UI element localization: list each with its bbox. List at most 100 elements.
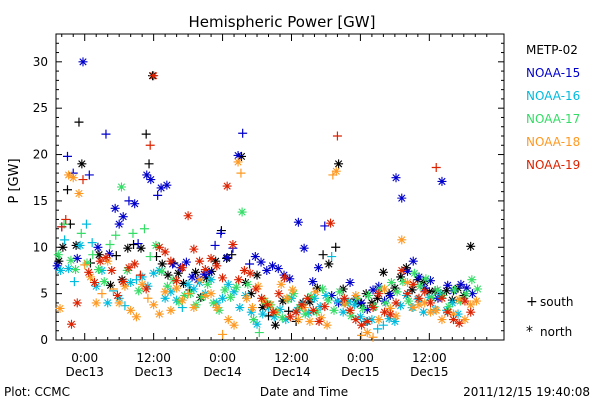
data-point-south	[111, 230, 121, 240]
data-point-north	[220, 285, 230, 295]
series-noaa-15	[52, 57, 477, 314]
data-point-south	[78, 175, 88, 185]
data-point-north	[443, 307, 453, 317]
data-point-north	[443, 280, 453, 290]
data-point-north	[77, 159, 87, 169]
data-point-south	[61, 214, 71, 224]
data-point-north	[189, 303, 199, 313]
legend-entry-noaa-17: NOAA-17	[526, 112, 580, 126]
data-point-north	[114, 293, 124, 303]
data-point-north	[204, 267, 214, 277]
data-point-north	[262, 265, 272, 275]
data-point-south	[368, 332, 378, 342]
data-point-north	[380, 307, 390, 317]
data-point-north	[64, 264, 74, 274]
data-point-north	[291, 307, 301, 317]
data-point-north	[280, 273, 290, 283]
data-point-north	[187, 272, 197, 282]
data-point-north	[211, 256, 221, 266]
data-point-north	[374, 289, 384, 299]
data-point-north	[318, 284, 328, 294]
data-point-north	[321, 290, 331, 300]
data-point-north	[258, 303, 268, 313]
data-point-north	[199, 269, 209, 279]
data-point-north	[473, 284, 483, 294]
data-point-north	[189, 284, 199, 294]
data-point-north	[268, 307, 278, 317]
y-tick-label: 15	[33, 194, 48, 208]
data-point-north	[442, 286, 452, 296]
data-points	[52, 57, 483, 342]
data-point-north	[385, 290, 395, 300]
data-point-north	[71, 265, 81, 275]
data-point-north	[425, 276, 435, 286]
legend: METP-02 NOAA-15 NOAA-16 NOAA-17 NOAA-18 NOAA-…	[526, 43, 580, 340]
data-point-north	[390, 316, 400, 326]
data-point-north	[454, 294, 464, 304]
data-point-north	[249, 315, 259, 325]
data-point-north	[206, 289, 216, 299]
data-point-north	[407, 285, 417, 295]
data-point-north	[146, 175, 156, 185]
y-tick-label: 30	[33, 55, 48, 69]
data-point-north	[331, 166, 341, 176]
data-point-north	[154, 309, 164, 319]
data-point-north	[415, 281, 425, 291]
data-point-south	[76, 228, 86, 238]
data-point-south	[97, 289, 107, 299]
data-point-north	[149, 268, 159, 278]
data-point-north	[218, 293, 228, 303]
legend-entry-noaa-15: NOAA-15	[526, 66, 580, 80]
data-point-north	[401, 263, 411, 273]
data-point-north	[312, 307, 322, 317]
legend-entry-noaa-19: NOAA-19	[526, 158, 580, 172]
data-point-north	[56, 265, 66, 275]
data-point-north	[346, 311, 356, 321]
data-point-north	[425, 298, 435, 308]
legend-marker-south: south	[540, 295, 574, 309]
data-point-north	[350, 300, 360, 310]
data-point-north	[172, 283, 182, 293]
data-point-north	[277, 313, 287, 323]
data-point-north	[437, 293, 447, 303]
data-point-north	[166, 256, 176, 266]
data-point-north	[137, 279, 147, 289]
data-point-north	[413, 275, 423, 285]
data-point-north	[246, 289, 256, 299]
data-point-north	[357, 298, 367, 308]
data-point-north	[141, 284, 151, 294]
data-point-north	[94, 265, 104, 275]
data-point-south	[318, 250, 328, 260]
data-point-south	[378, 320, 388, 330]
data-point-north	[460, 296, 470, 306]
data-point-north	[118, 212, 128, 222]
data-point-north	[162, 180, 172, 190]
data-point-north	[358, 303, 368, 313]
data-point-north	[362, 304, 372, 314]
data-point-north	[66, 255, 76, 265]
data-point-north	[339, 293, 349, 303]
data-point-north	[437, 176, 447, 186]
data-point-north	[270, 320, 280, 330]
data-point-north	[137, 272, 147, 282]
y-tick-label: 5	[40, 287, 48, 301]
data-point-north	[75, 240, 85, 250]
data-point-north	[461, 289, 471, 299]
data-point-north	[268, 261, 278, 271]
data-point-north	[189, 244, 199, 254]
data-point-south	[264, 311, 274, 321]
data-point-north	[309, 293, 319, 303]
x-tick-label-time: 0:00	[209, 351, 236, 365]
data-point-north	[408, 279, 418, 289]
data-point-north	[149, 71, 159, 81]
data-point-south	[227, 250, 237, 260]
data-point-south	[332, 131, 342, 141]
data-point-north	[154, 265, 164, 275]
data-point-north	[157, 259, 167, 269]
x-tick-label-date: Dec15	[341, 365, 380, 379]
data-point-north	[91, 298, 101, 308]
data-point-north	[123, 243, 133, 253]
data-point-north	[414, 293, 424, 303]
data-point-north	[448, 309, 458, 319]
data-point-north	[177, 295, 187, 305]
